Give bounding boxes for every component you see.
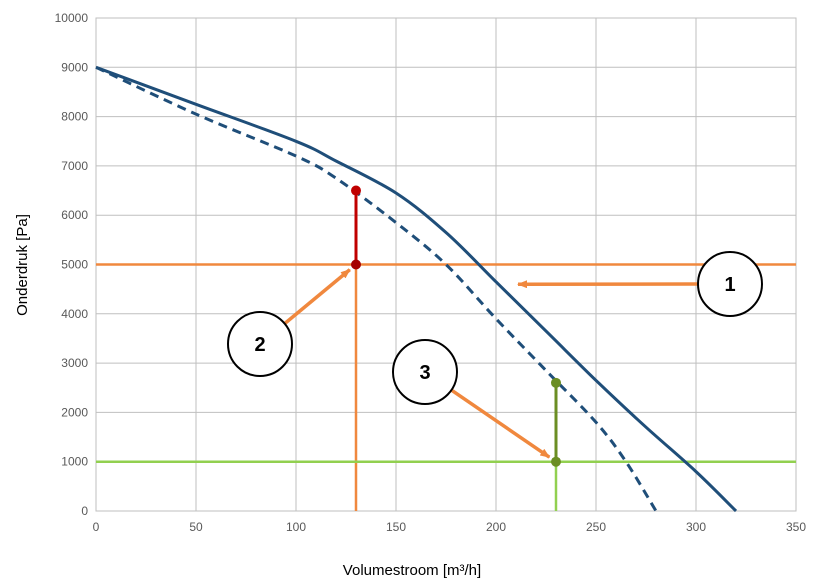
x-axis-ticks: 0 50 100 150 200 250 300 350 (93, 520, 807, 534)
y-tick-label: 7000 (61, 159, 88, 173)
x-tick-label: 100 (286, 520, 306, 534)
y-axis-title: Onderdruk [Pa] (14, 214, 31, 316)
callout-label: 2 (254, 334, 265, 356)
reference-lines (96, 263, 796, 511)
data-point-marker (551, 377, 561, 388)
curves (95, 65, 738, 513)
data-point-marker (351, 259, 361, 270)
y-axis-ticks: 0 1000 2000 3000 4000 5000 6000 7000 8000 9000 100… (55, 11, 89, 518)
data-point-marker (351, 185, 361, 196)
callout-label: 3 (419, 362, 430, 384)
x-tick-label: 250 (586, 520, 606, 534)
callout-arrow (283, 268, 351, 325)
x-tick-label: 300 (686, 520, 706, 534)
x-tick-label: 50 (189, 520, 203, 534)
y-tick-label: 6000 (61, 208, 88, 222)
y-tick-label: 8000 (61, 110, 88, 124)
data-point-marker (551, 456, 561, 467)
curve-dashed (95, 65, 658, 512)
marker-connectors (354, 190, 558, 462)
x-tick-label: 200 (486, 520, 506, 534)
curve-solid (95, 65, 738, 513)
callout-circle (697, 251, 763, 317)
annotation-callouts: 1 2 3 (227, 251, 763, 459)
y-tick-label: 5000 (61, 258, 88, 272)
x-tick-label: 350 (786, 520, 806, 534)
y-tick-label: 1000 (61, 455, 88, 469)
x-tick-label: 0 (93, 520, 100, 534)
markers (351, 185, 561, 467)
y-tick-label: 4000 (61, 307, 88, 321)
y-tick-label: 9000 (61, 60, 88, 74)
callout-circle (227, 311, 293, 377)
callout-label: 1 (724, 274, 735, 296)
y-tick-label: 2000 (61, 405, 88, 419)
callout-arrow (450, 388, 551, 459)
y-tick-label: 3000 (61, 356, 88, 370)
x-axis-title: Volumestroom [m³/h] (343, 562, 481, 579)
y-tick-label: 0 (81, 504, 88, 518)
x-tick-label: 150 (386, 520, 406, 534)
y-tick-label: 10000 (55, 11, 89, 25)
callout-circle (392, 339, 458, 405)
